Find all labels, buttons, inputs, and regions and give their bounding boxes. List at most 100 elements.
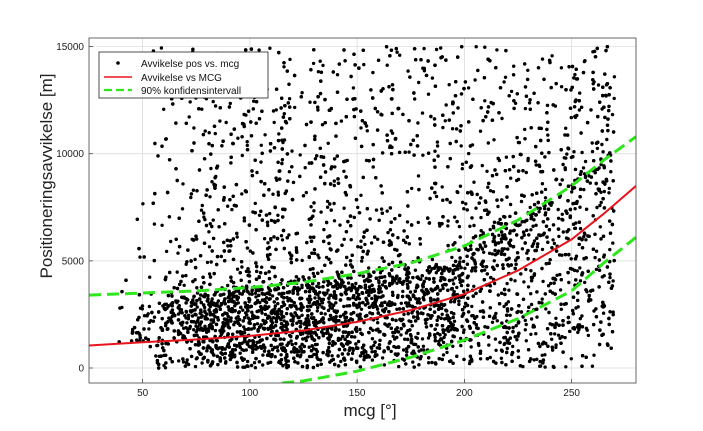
data-point [507,256,511,260]
data-point [381,294,385,298]
data-point [432,298,436,302]
data-point [472,223,476,228]
data-point [401,289,405,294]
data-point [561,230,565,234]
data-point [478,309,483,313]
data-point [595,205,599,210]
data-point [229,161,233,165]
data-point [330,306,334,310]
data-point [345,288,349,292]
data-point [421,153,425,157]
data-point [443,333,447,337]
data-point [577,108,582,112]
data-point [196,316,201,320]
data-point [537,210,541,214]
data-point [504,155,509,159]
data-point [556,207,560,212]
data-point [332,157,337,161]
data-point [380,256,384,260]
data-point [576,330,580,335]
data-point [433,190,437,195]
data-point [295,321,299,325]
data-point [566,237,570,241]
data-point [584,207,589,211]
data-point [434,47,439,52]
data-point [611,241,615,245]
data-point [175,286,180,291]
data-point [611,312,615,317]
data-point [362,320,366,325]
data-point [546,120,550,125]
data-point [607,191,611,195]
data-point [346,352,350,356]
data-point [138,255,142,259]
data-point [492,281,497,286]
data-point [309,68,313,72]
data-point [554,343,558,347]
data-point [556,216,561,220]
data-point [571,222,576,226]
data-point [148,344,152,349]
data-point [532,358,536,362]
data-point [488,355,492,360]
data-point [198,254,203,258]
data-point [513,101,518,106]
data-point [395,335,399,340]
data-point [118,306,122,310]
data-point [433,333,437,337]
data-point [542,206,547,211]
data-point [328,202,332,206]
data-point [452,300,457,304]
data-point [491,226,496,230]
data-point [413,268,418,272]
data-point [543,292,547,296]
data-point [317,336,321,340]
data-point [410,324,414,328]
data-point [543,353,547,357]
data-point [177,359,181,363]
data-point [459,266,463,270]
data-point [458,336,463,341]
data-point [379,184,383,188]
data-point [511,229,516,233]
data-point [257,48,261,52]
data-point [407,301,411,305]
data-point [326,288,330,292]
data-point [559,302,563,306]
data-point [252,323,257,327]
data-point [570,85,575,90]
data-point [310,354,314,359]
data-point [360,255,364,260]
data-point [294,341,298,346]
data-point [535,290,539,294]
data-point [461,330,466,335]
data-point [276,301,280,306]
data-point [227,105,232,109]
data-point [263,312,268,317]
data-point [451,278,455,282]
data-point [565,152,569,156]
data-point [376,58,381,62]
data-point [544,224,549,228]
data-point [270,347,275,352]
data-point [379,207,384,211]
data-point [285,327,289,332]
data-point [559,66,564,70]
data-point [185,358,189,362]
data-point [424,276,428,280]
data-point [395,307,399,311]
data-point [494,311,498,316]
data-point [540,297,544,301]
data-point [326,141,330,145]
data-point [354,290,359,295]
data-point [391,276,395,280]
data-point [526,348,531,352]
data-point [529,279,534,283]
data-point [370,283,374,287]
data-point [416,275,420,279]
data-point [306,297,310,301]
data-point [279,353,283,357]
data-point [252,326,256,330]
data-point [506,300,511,304]
data-point [454,139,458,144]
